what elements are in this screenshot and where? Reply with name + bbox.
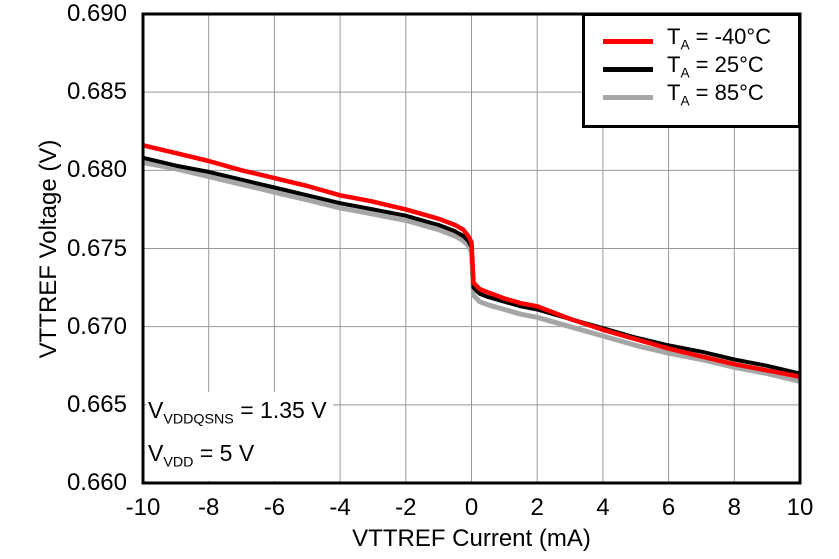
y-tick-label: 0.690 — [66, 0, 127, 27]
conditions-note: VVDDQSNS = 1.35 V VVDD = 5 V — [146, 392, 333, 482]
x-tick-label: 6 — [661, 494, 676, 521]
x-tick-label: -6 — [263, 494, 286, 521]
condition-subscript: VDDQSNS — [163, 411, 234, 428]
x-tick-label: -10 — [125, 494, 161, 521]
x-tick-label: -4 — [329, 494, 351, 521]
condition-symbol: V — [148, 397, 164, 423]
legend-item: TA = 85°C — [603, 79, 798, 111]
condition-value: = 5 V — [193, 439, 255, 466]
legend-line-swatch — [603, 94, 653, 100]
y-tick-label: 0.670 — [66, 312, 127, 340]
x-tick-label: -2 — [395, 494, 417, 521]
legend-line-swatch — [603, 38, 653, 44]
y-tick-label: 0.675 — [66, 234, 127, 262]
legend-item-label: TA = -40°C — [667, 23, 772, 53]
legend-box: TA = -40°C TA = 25°C TA = 85°C — [582, 13, 801, 128]
legend-item-label: TA = 85°C — [667, 79, 764, 109]
condition-symbol: V — [148, 439, 164, 466]
legend-item: TA = -40°C — [603, 23, 798, 55]
plot-frame — [141, 12, 802, 485]
x-tick-label: -8 — [198, 494, 220, 521]
condition-vdd: VVDD = 5 V — [148, 437, 327, 480]
x-tick-label: 0 — [464, 494, 479, 521]
y-tick-label: 0.680 — [66, 156, 127, 184]
y-tick-label: 0.685 — [66, 78, 127, 106]
y-tick-label: 0.665 — [66, 390, 127, 418]
x-tick-label: 4 — [596, 494, 610, 521]
condition-value: = 1.35 V — [233, 397, 327, 423]
x-axis-title: VTTREF Current (mA) — [352, 525, 591, 552]
x-tick-label: 10 — [786, 494, 814, 521]
x-tick-label: 2 — [530, 494, 544, 521]
legend-item-label: TA = 25°C — [667, 51, 764, 81]
y-axis-title: VTTREF Voltage (V) — [35, 139, 62, 359]
x-tick-label: 8 — [727, 494, 741, 521]
series-line — [142, 143, 801, 379]
condition-vddqsns: VVDDQSNS = 1.35 V — [148, 394, 327, 437]
legend-line-swatch — [603, 66, 653, 72]
condition-subscript: VDD — [163, 454, 194, 471]
legend-item: TA = 25°C — [603, 51, 798, 83]
y-tick-label: 0.660 — [66, 469, 127, 496]
